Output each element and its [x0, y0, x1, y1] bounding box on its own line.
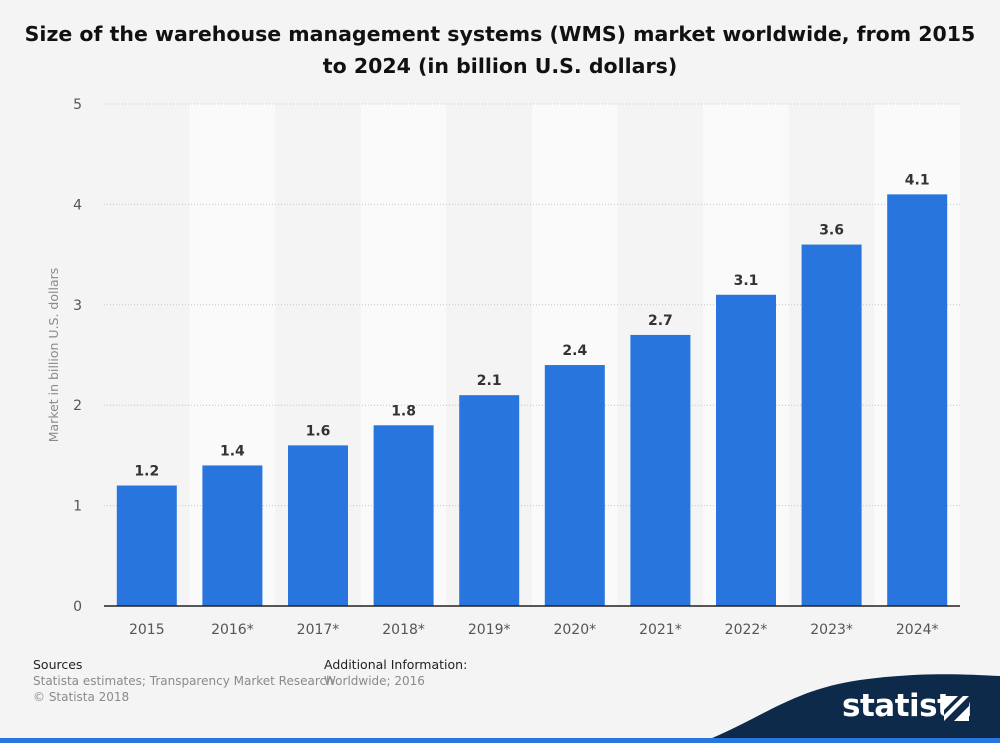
- copyright-text: © Statista 2018: [33, 690, 130, 704]
- x-tick-label: 2024*: [896, 622, 939, 638]
- bar[interactable]: [202, 465, 263, 606]
- bar-value-label: 2.1: [477, 373, 502, 389]
- bar[interactable]: [716, 294, 776, 606]
- value-labels: 1.2 1.4 1.6 1.8 2.1 2.4 2.7 3.1 3.6 4.1: [134, 172, 929, 479]
- x-axis-ticks: 2015 2016* 2017* 2018* 2019* 2020* 2021* 2022* 2…: [129, 622, 939, 638]
- x-tick-label: 2015: [129, 622, 165, 638]
- bar-value-label: 1.2: [134, 464, 159, 480]
- bar-value-label: 2.7: [648, 313, 673, 329]
- y-tick-label: 1: [73, 499, 82, 515]
- x-tick-label: 2016*: [211, 622, 254, 638]
- bars: [116, 194, 948, 607]
- y-tick-label: 4: [73, 197, 82, 213]
- x-tick-label: 2023*: [810, 622, 853, 638]
- bar-value-label: 3.1: [734, 273, 759, 289]
- sources-block: Sources Statista estimates; Transparency…: [33, 657, 334, 705]
- x-tick-label: 2022*: [725, 622, 768, 638]
- x-tick-label: 2020*: [553, 622, 596, 638]
- sources-text: Statista estimates; Transparency Market …: [33, 674, 334, 688]
- x-tick-label: 2019*: [468, 622, 511, 638]
- brand-wave: [700, 674, 1000, 743]
- brand-stripe: [0, 738, 1000, 743]
- additional-info-block: Additional Information: Worldwide; 2016: [324, 657, 467, 689]
- bar-value-label: 1.6: [306, 423, 331, 439]
- bar[interactable]: [373, 425, 434, 606]
- y-axis-ticks: 0 1 2 3 4 5: [73, 97, 82, 615]
- x-tick-label: 2017*: [297, 622, 340, 638]
- bar[interactable]: [801, 244, 862, 606]
- bar-value-label: 4.1: [905, 172, 930, 188]
- additional-info-text: Worldwide; 2016: [324, 674, 425, 688]
- chart-title: Size of the warehouse management systems…: [24, 22, 976, 78]
- statista-flag-icon: [944, 696, 969, 721]
- bar[interactable]: [288, 445, 348, 606]
- y-tick-label: 3: [73, 298, 82, 314]
- bar-value-label: 1.8: [391, 403, 416, 419]
- y-axis-label: Market in billion U.S. dollars: [46, 268, 61, 443]
- bar[interactable]: [887, 194, 948, 607]
- bar[interactable]: [116, 485, 177, 606]
- x-tick-label: 2018*: [382, 622, 425, 638]
- y-tick-label: 5: [73, 97, 82, 113]
- sources-heading: Sources: [33, 657, 83, 672]
- bar[interactable]: [544, 365, 605, 606]
- bar-value-label: 2.4: [562, 343, 587, 359]
- bar-value-label: 3.6: [819, 223, 844, 239]
- y-tick-label: 2: [73, 398, 82, 414]
- additional-info-heading: Additional Information:: [324, 657, 468, 672]
- bar[interactable]: [459, 395, 520, 606]
- y-tick-label: 0: [73, 599, 82, 615]
- x-tick-label: 2021*: [639, 622, 682, 638]
- bar[interactable]: [630, 334, 691, 606]
- bar-value-label: 1.4: [220, 443, 245, 459]
